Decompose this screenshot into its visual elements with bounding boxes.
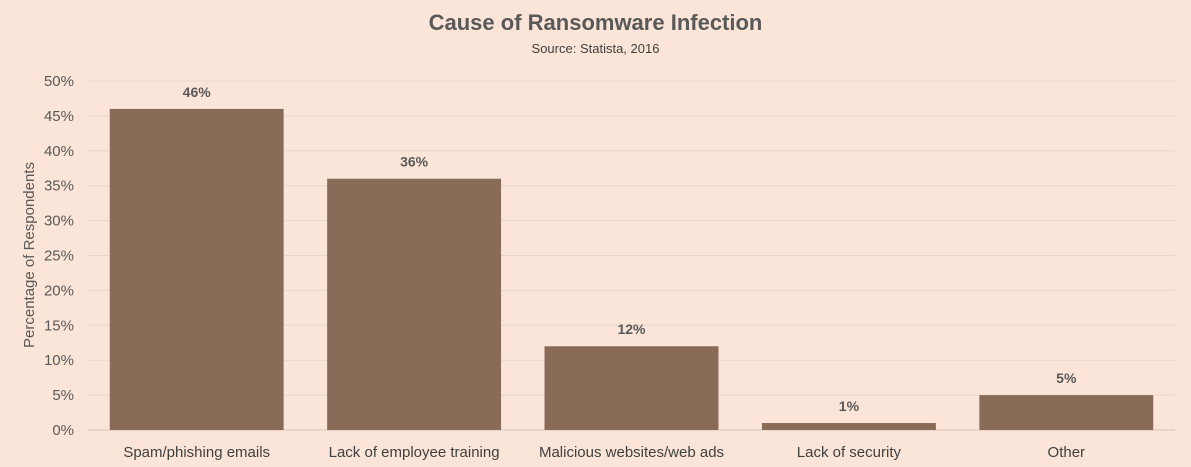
chart-title: Cause of Ransomware Infection	[428, 10, 763, 35]
y-axis-label: Percentage of Respondents	[21, 162, 38, 348]
x-category-label: Malicious websites/web ads	[539, 444, 724, 461]
data-label: 46%	[183, 84, 212, 100]
y-axis-ticks: 0% 5% 10% 15% 20% 25% 30% 35% 40% 45% 50%	[44, 73, 74, 439]
y-tick-label: 15%	[44, 317, 74, 334]
y-tick-label: 20%	[44, 282, 74, 299]
y-tick-label: 0%	[52, 422, 74, 439]
chart-subtitle: Source: Statista, 2016	[531, 41, 660, 56]
data-labels: 46% 36% 12% 1% 5%	[183, 84, 1077, 414]
bar	[327, 178, 502, 430]
x-category-label: Lack of security	[797, 444, 902, 461]
y-tick-label: 30%	[44, 213, 74, 230]
y-tick-label: 5%	[52, 387, 74, 404]
y-tick-label: 10%	[44, 352, 74, 369]
x-category-label: Spam/phishing emails	[123, 444, 270, 461]
x-category-label: Lack of employee training	[329, 444, 500, 461]
data-label: 36%	[400, 154, 429, 170]
bar	[979, 395, 1154, 430]
bar	[544, 346, 719, 430]
y-tick-label: 25%	[44, 248, 74, 265]
data-label: 5%	[1056, 370, 1077, 386]
data-label: 12%	[617, 321, 646, 337]
y-tick-label: 40%	[44, 143, 74, 160]
bars	[109, 108, 1154, 431]
data-label: 1%	[839, 398, 860, 414]
x-axis-categories: Spam/phishing emails Lack of employee tra…	[123, 444, 1085, 461]
y-tick-label: 50%	[44, 73, 74, 90]
bar	[109, 108, 284, 431]
y-tick-label: 45%	[44, 108, 74, 125]
y-tick-label: 35%	[44, 178, 74, 195]
bar	[761, 423, 936, 430]
x-category-label: Other	[1048, 444, 1086, 461]
